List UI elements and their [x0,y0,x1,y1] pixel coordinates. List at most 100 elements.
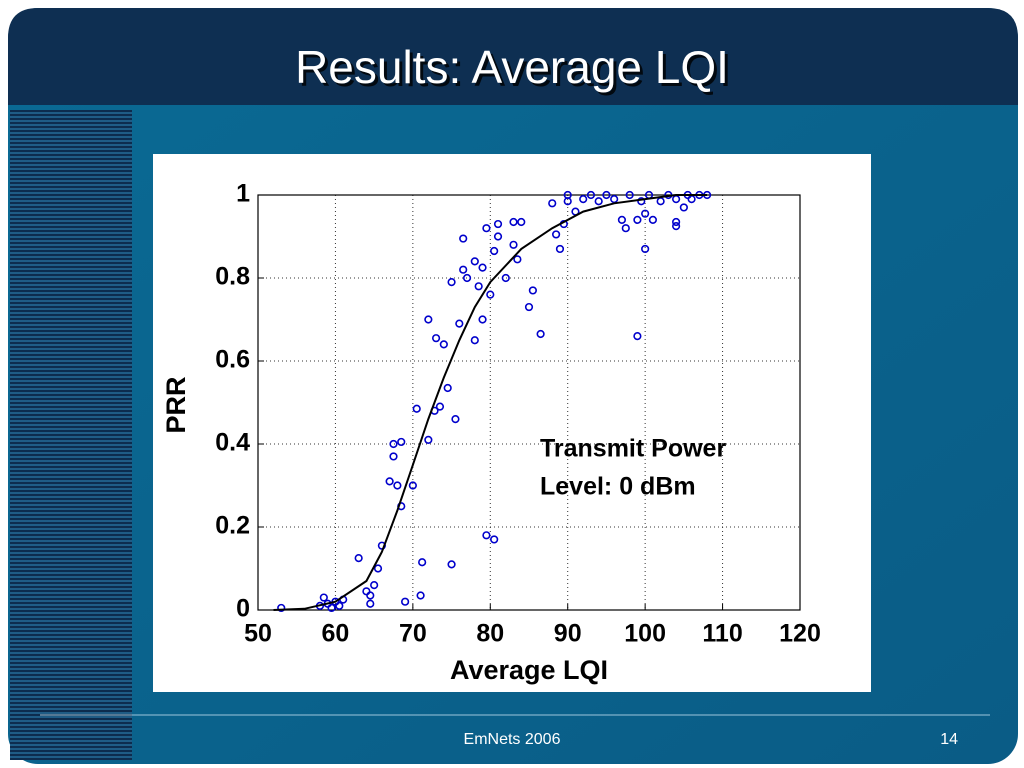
data-point [470,257,479,266]
data-point [517,217,526,227]
data-point [524,302,534,312]
data-point [513,255,522,264]
data-point [424,315,433,324]
data-point [493,219,503,229]
data-point [277,603,286,613]
data-point [327,603,336,613]
plot-frame [257,194,801,611]
data-point [319,593,328,602]
data-point [354,554,363,563]
x-tick-label: 70 [399,620,427,648]
x-tick-label: 100 [624,620,666,648]
data-point [401,597,410,606]
y-tick-label: 0.4 [215,429,250,457]
data-point [509,217,518,227]
y-tick-label: 0.2 [215,512,250,540]
data-point [393,481,402,490]
chart-panel [153,154,871,692]
data-point [621,224,630,233]
data-point [579,195,588,204]
data-point [478,263,487,272]
data-point [672,222,681,231]
data-point [602,190,611,200]
fit-curve [273,194,708,611]
data-point [439,340,448,349]
data-point [474,282,483,291]
data-point [366,591,375,600]
slide-title: Results: Average LQI [295,41,729,93]
data-point [528,286,537,295]
data-point [416,591,425,600]
header-band [8,8,1018,105]
x-tick-label: 90 [554,620,582,648]
data-point [490,535,499,544]
footer-text: EmNets 2006 [464,731,561,748]
y-tick-label: 0.6 [215,346,250,374]
chart: 0 0.2 0.4 0.6 0.8 1 50 60 70 80 90 100 110 120 Average… [161,180,821,686]
x-tick-label: 60 [322,620,350,648]
annotation: Level: 0 dBm [540,473,696,501]
data-point [551,230,561,239]
data-point [490,246,499,256]
data-point [482,531,491,540]
data-point [424,435,433,444]
title-shadow: Results: Average LQI [298,44,732,96]
annotation: Transmit Power [540,435,726,463]
data-point [633,332,642,341]
data-point [493,232,503,241]
data-point [455,319,464,328]
data-point [366,599,375,608]
y-tick-label: 0 [236,595,250,623]
data-point [389,439,398,449]
data-point [443,383,452,393]
data-point [672,217,681,227]
data-point [641,209,650,218]
data-point [617,215,627,224]
data-point [536,329,545,339]
y-tick-label: 1 [236,180,250,208]
data-point [486,290,495,299]
data-point [648,215,657,224]
data-point [637,197,646,206]
x-tick-label: 50 [244,620,272,648]
data-point [625,190,634,200]
data-point [563,197,572,206]
data-point [447,560,456,569]
data-point [462,273,472,283]
data-point [389,452,398,461]
data-point [459,265,468,274]
data-point [412,404,421,413]
data-point [478,315,487,324]
data-point [408,481,417,490]
x-tick-label: 120 [779,620,821,648]
x-tick-label: 80 [476,620,504,648]
data-point [501,273,510,283]
data-point [633,215,642,224]
data-point [482,224,491,233]
data-point [555,244,565,254]
side-stripes [10,110,132,760]
data-point [509,240,518,249]
data-point [431,334,441,343]
y-tick-label: 0.8 [215,263,250,291]
y-axis-label: PRR [161,376,191,433]
data-point [335,601,344,610]
data-point [586,190,596,200]
data-point [641,244,650,254]
x-axis-label: Average LQI [450,655,608,685]
data-point [370,580,379,590]
page-number: 14 [940,731,958,748]
x-tick-label: 110 [702,620,742,648]
data-point [418,558,427,567]
data-point [679,203,688,212]
data-point [385,477,394,486]
data-point [594,197,603,206]
data-point [548,199,557,208]
data-point [459,234,468,243]
data-point [470,336,479,345]
data-point [373,564,383,573]
data-point [435,402,445,411]
data-point [447,278,456,287]
data-point [397,437,406,447]
